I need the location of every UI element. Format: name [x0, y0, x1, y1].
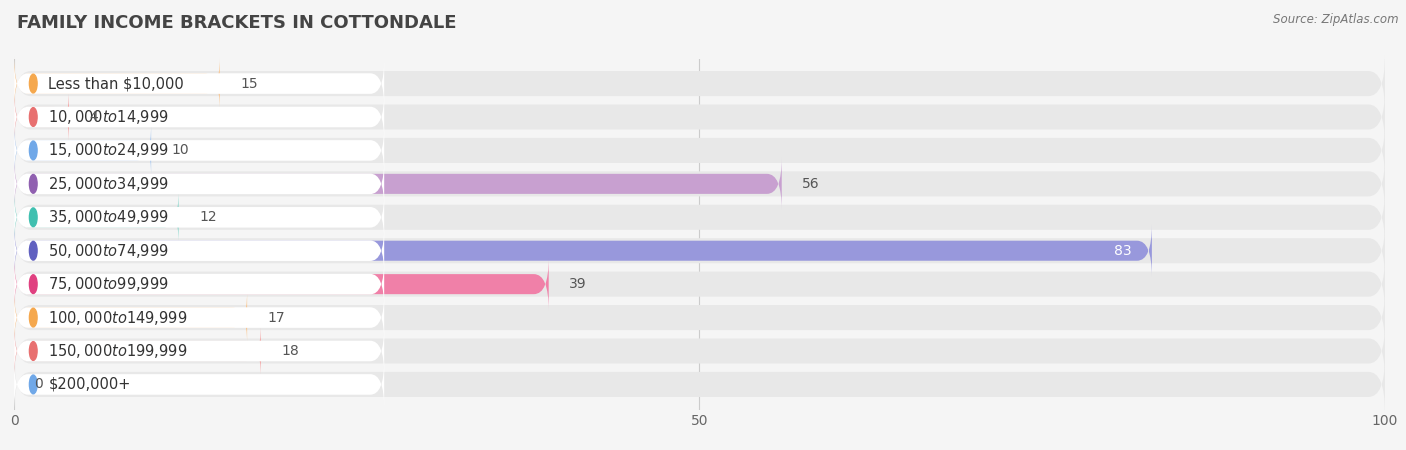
Circle shape: [30, 275, 37, 293]
FancyBboxPatch shape: [14, 190, 1385, 245]
FancyBboxPatch shape: [14, 324, 1385, 378]
Circle shape: [30, 342, 37, 360]
FancyBboxPatch shape: [14, 327, 384, 375]
Text: 4: 4: [90, 110, 98, 124]
FancyBboxPatch shape: [14, 60, 384, 108]
Text: 17: 17: [267, 310, 285, 324]
FancyBboxPatch shape: [14, 292, 247, 344]
Text: Less than $10,000: Less than $10,000: [48, 76, 184, 91]
Text: 39: 39: [569, 277, 586, 291]
FancyBboxPatch shape: [14, 357, 1385, 412]
Text: 56: 56: [803, 177, 820, 191]
FancyBboxPatch shape: [14, 156, 1385, 211]
Text: $75,000 to $99,999: $75,000 to $99,999: [48, 275, 169, 293]
Circle shape: [30, 375, 37, 394]
FancyBboxPatch shape: [14, 194, 384, 241]
Text: $50,000 to $74,999: $50,000 to $74,999: [48, 242, 169, 260]
FancyBboxPatch shape: [14, 56, 1385, 111]
FancyBboxPatch shape: [14, 160, 384, 208]
Text: 12: 12: [200, 210, 217, 224]
FancyBboxPatch shape: [14, 294, 384, 342]
Text: $100,000 to $149,999: $100,000 to $149,999: [48, 309, 188, 327]
Text: $35,000 to $49,999: $35,000 to $49,999: [48, 208, 169, 226]
FancyBboxPatch shape: [14, 325, 262, 377]
Text: $15,000 to $24,999: $15,000 to $24,999: [48, 141, 169, 159]
FancyBboxPatch shape: [14, 261, 384, 308]
FancyBboxPatch shape: [14, 227, 384, 274]
Circle shape: [30, 74, 37, 93]
Text: Source: ZipAtlas.com: Source: ZipAtlas.com: [1274, 14, 1399, 27]
FancyBboxPatch shape: [14, 123, 1385, 178]
Text: 18: 18: [281, 344, 299, 358]
FancyBboxPatch shape: [14, 360, 384, 408]
Circle shape: [30, 175, 37, 193]
Circle shape: [30, 241, 37, 260]
Text: 83: 83: [1114, 244, 1132, 258]
FancyBboxPatch shape: [14, 90, 1385, 144]
FancyBboxPatch shape: [14, 158, 782, 210]
FancyBboxPatch shape: [14, 225, 1152, 277]
FancyBboxPatch shape: [14, 124, 152, 176]
FancyBboxPatch shape: [14, 91, 69, 143]
Circle shape: [30, 308, 37, 327]
Circle shape: [30, 141, 37, 160]
Text: $10,000 to $14,999: $10,000 to $14,999: [48, 108, 169, 126]
Text: 10: 10: [172, 144, 190, 158]
Text: 15: 15: [240, 76, 257, 90]
FancyBboxPatch shape: [14, 93, 384, 141]
FancyBboxPatch shape: [14, 256, 1385, 312]
Text: $200,000+: $200,000+: [48, 377, 131, 392]
FancyBboxPatch shape: [14, 258, 548, 310]
Text: 0: 0: [35, 378, 44, 392]
FancyBboxPatch shape: [14, 191, 179, 243]
Text: FAMILY INCOME BRACKETS IN COTTONDALE: FAMILY INCOME BRACKETS IN COTTONDALE: [17, 14, 457, 32]
Circle shape: [30, 208, 37, 227]
FancyBboxPatch shape: [14, 58, 219, 110]
Text: $25,000 to $34,999: $25,000 to $34,999: [48, 175, 169, 193]
FancyBboxPatch shape: [14, 223, 1385, 278]
Circle shape: [30, 108, 37, 126]
FancyBboxPatch shape: [14, 290, 1385, 345]
Text: $150,000 to $199,999: $150,000 to $199,999: [48, 342, 188, 360]
FancyBboxPatch shape: [14, 126, 384, 174]
